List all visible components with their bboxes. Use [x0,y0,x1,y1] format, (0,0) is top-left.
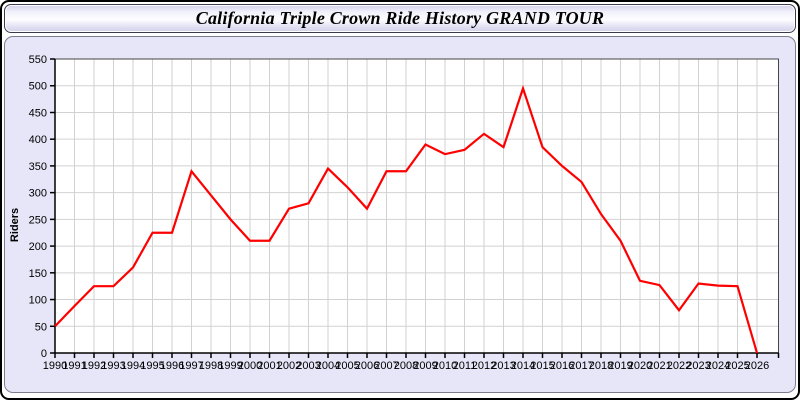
x-tick-label: 2003 [296,360,320,372]
x-tick-label: 2010 [433,360,457,372]
x-tick-label: 2007 [374,360,398,372]
x-tick-label: 2016 [550,360,574,372]
chart-title: California Triple Crown Ride History GRA… [195,8,605,28]
x-tick-label: 1994 [121,360,145,372]
x-tick-label: 1993 [101,360,125,372]
x-tick-label: 2008 [394,360,418,372]
y-tick-label: 200 [29,241,47,253]
x-tick-label: 2005 [335,360,359,372]
x-tick-label: 2023 [686,360,710,372]
x-tick-label: 2013 [491,360,515,372]
x-tick-label: 1995 [140,360,164,372]
y-tick-label: 300 [29,188,47,200]
x-tick-label: 2000 [238,360,262,372]
x-tick-label: 2024 [706,360,730,372]
x-tick-label: 2022 [667,360,691,372]
x-tick-label: 2014 [511,360,535,372]
x-tick-label: 2002 [277,360,301,372]
y-tick-label: 400 [29,134,47,146]
y-tick-label: 500 [29,81,47,93]
x-tick-label: 2025 [725,360,749,372]
y-tick-label: 450 [29,107,47,119]
x-tick-label: 1991 [62,360,86,372]
x-tick-label: 1998 [199,360,223,372]
x-tick-label: 2018 [589,360,613,372]
x-tick-label: 1999 [218,360,242,372]
y-tick-label: 50 [35,321,47,333]
x-tick-label: 2011 [453,360,477,372]
riders-line [54,84,759,354]
x-tick-label: 2012 [472,360,496,372]
x-tick-label: 2020 [628,360,652,372]
x-tick-label: 2015 [530,360,554,372]
x-tick-label: 1992 [82,360,106,372]
y-tick-label: 150 [29,268,47,280]
plot-background [55,59,779,353]
x-tick-label: 2006 [355,360,379,372]
y-tick-label: 550 [29,54,47,66]
x-tick-label: 2019 [608,360,632,372]
x-tick-label: 2001 [257,360,281,372]
y-tick-label: 100 [29,295,47,307]
x-tick-label: 1996 [160,360,184,372]
chart-panel: Riders 0 50 100 150 200 250 300 350 400 450 500 550… [4,36,796,393]
x-tick-label: 2017 [569,360,593,372]
line-chart: 0501001502002503003504004505005501990199… [29,54,780,372]
x-tick-label: 1990 [43,360,67,372]
x-tick-label: 2009 [413,360,437,372]
y-tick-label: 350 [29,161,47,173]
x-tick-label: 1997 [179,360,203,372]
y-tick-label: 250 [29,214,47,226]
title-bar: California Triple Crown Ride History GRA… [4,4,796,33]
x-tick-label: 2021 [647,360,671,372]
x-tick-label: 2026 [745,360,769,372]
x-tick-label: 2004 [316,360,340,372]
y-tick-label: 0 [41,348,47,360]
